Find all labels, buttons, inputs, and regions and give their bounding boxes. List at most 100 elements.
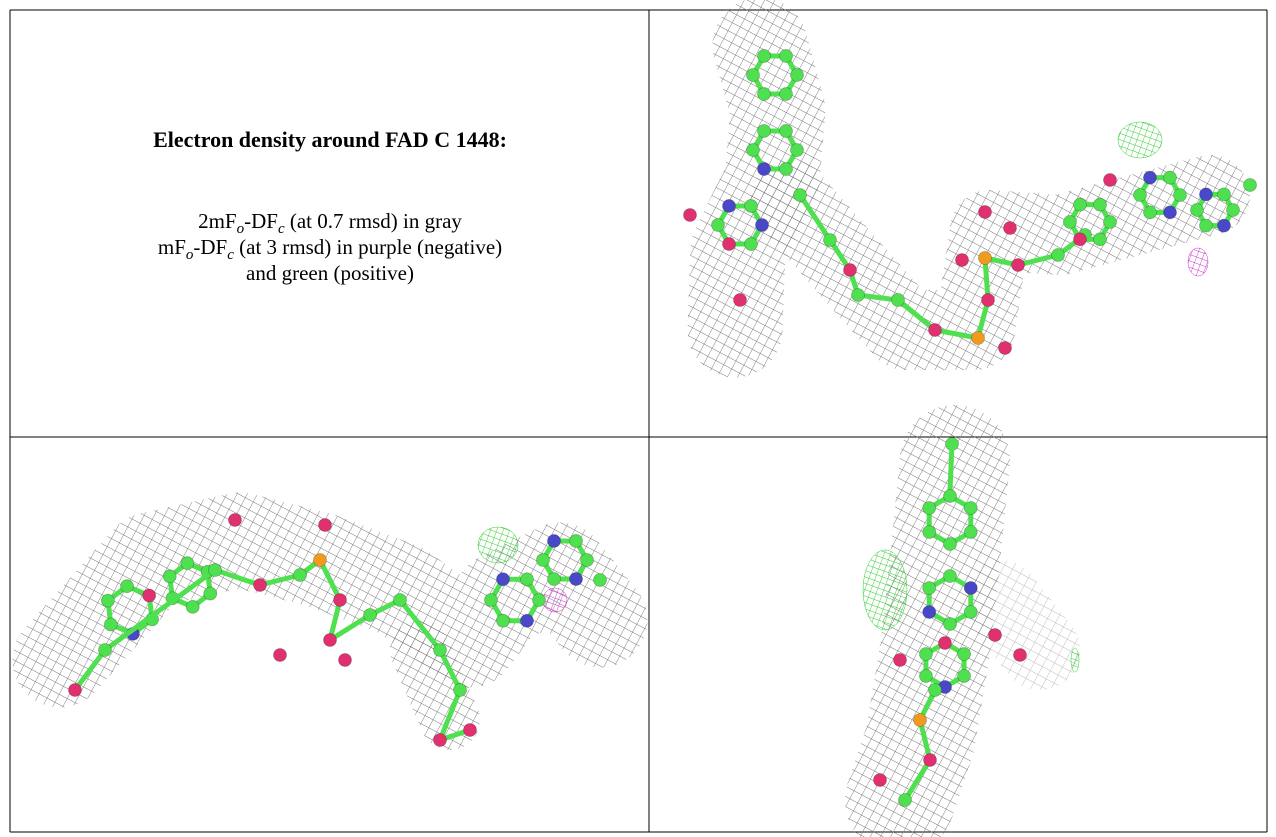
atom <box>1244 179 1257 192</box>
atom <box>104 618 117 631</box>
page: Electron density around FAD C 1448: 2mFo… <box>0 0 1276 837</box>
atom <box>899 794 912 807</box>
caption-title: Electron density around FAD C 1448: <box>153 127 507 152</box>
text: 2mF <box>198 209 237 233</box>
atom <box>979 206 992 219</box>
atom <box>570 573 583 586</box>
atom <box>938 637 951 650</box>
caption-line: mFo-DFc (at 3 rmsd) in purple (negative) <box>158 235 502 263</box>
atom <box>548 534 561 547</box>
atom <box>791 69 804 82</box>
atom <box>745 238 758 251</box>
atom <box>294 569 307 582</box>
atom <box>181 557 194 570</box>
atom <box>780 88 793 101</box>
atom <box>999 342 1012 355</box>
atom <box>1218 219 1231 232</box>
figure-table: Electron density around FAD C 1448: 2mFo… <box>0 0 1276 837</box>
atom <box>464 724 477 737</box>
atom <box>1218 188 1231 201</box>
difference-density <box>863 550 907 630</box>
atom <box>434 644 447 657</box>
atom <box>1174 189 1187 202</box>
atom <box>1164 206 1177 219</box>
atom <box>745 199 758 212</box>
atom <box>964 501 977 514</box>
atom <box>394 594 407 607</box>
atom <box>497 573 510 586</box>
atom <box>923 526 936 539</box>
bond <box>950 444 952 490</box>
difference-density <box>543 588 567 612</box>
atom <box>594 574 607 587</box>
atom <box>919 648 932 661</box>
atom <box>874 774 887 787</box>
atom <box>758 88 771 101</box>
atom <box>570 534 583 547</box>
atom <box>929 684 942 697</box>
difference-density <box>1071 648 1079 672</box>
atom <box>989 629 1002 642</box>
atom <box>99 644 112 657</box>
atom <box>780 163 793 176</box>
atom <box>1004 222 1017 235</box>
atom <box>943 570 956 583</box>
atom <box>1144 171 1157 184</box>
atom <box>958 647 971 660</box>
atom <box>521 573 534 586</box>
atom <box>274 649 287 662</box>
atom <box>186 600 199 613</box>
text: mF <box>158 235 186 259</box>
atom <box>979 252 992 265</box>
atom <box>101 594 114 607</box>
atom <box>254 579 267 592</box>
atom <box>972 332 985 345</box>
atom <box>1064 216 1077 229</box>
caption: Electron density around FAD C 1448: 2mFo… <box>153 127 507 285</box>
atom <box>852 289 865 302</box>
atom <box>894 654 907 667</box>
atom <box>1094 233 1107 246</box>
atom <box>537 554 550 567</box>
atom <box>163 570 176 583</box>
atom <box>1144 206 1157 219</box>
atom <box>319 519 332 532</box>
atom <box>548 573 561 586</box>
atom <box>982 294 995 307</box>
atom <box>521 614 534 627</box>
atom <box>780 49 793 62</box>
atom <box>533 594 546 607</box>
atom <box>914 714 927 727</box>
atom <box>780 124 793 137</box>
atom <box>1012 259 1025 272</box>
atom <box>497 614 510 627</box>
atom <box>747 144 760 157</box>
atom <box>143 589 156 602</box>
atom <box>964 581 977 594</box>
caption-line: 2mFo-DFc (at 0.7 rmsd) in gray <box>198 209 462 237</box>
atom <box>1134 189 1147 202</box>
atom <box>956 254 969 267</box>
atom <box>1094 198 1107 211</box>
text: (at 0.7 rmsd) in gray <box>285 209 463 233</box>
difference-density <box>478 527 518 563</box>
atom <box>944 538 957 551</box>
text: -DF <box>193 235 227 259</box>
atom <box>747 69 760 82</box>
atom <box>1074 198 1087 211</box>
caption-line: and green (positive) <box>246 261 414 285</box>
atom <box>1014 649 1027 662</box>
atom <box>1052 249 1065 262</box>
atom <box>964 605 977 618</box>
atom <box>758 124 771 137</box>
density-mesh-faint <box>1000 600 1040 650</box>
atom <box>69 684 82 697</box>
atom <box>229 514 242 527</box>
atom <box>712 219 725 232</box>
atom <box>684 209 697 222</box>
atom <box>943 490 956 503</box>
atom <box>1074 233 1087 246</box>
atom <box>734 294 747 307</box>
atom <box>334 594 347 607</box>
atom <box>581 554 594 567</box>
